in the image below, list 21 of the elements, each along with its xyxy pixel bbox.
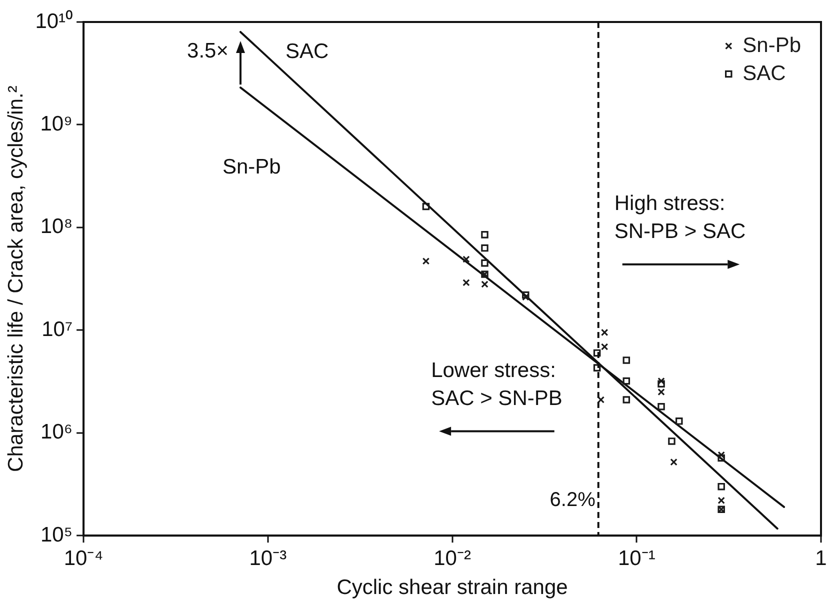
y-tick-label: 10⁶	[40, 420, 73, 444]
x-axis-title: Cyclic shear strain range	[336, 576, 568, 600]
legend-label: SAC	[742, 62, 786, 85]
legend-label: SAC	[285, 40, 329, 63]
ref-line-label: 6.2%	[550, 489, 596, 512]
x-tick-label: 10⁻²	[434, 546, 471, 570]
x-tick-label: 1	[815, 546, 827, 570]
x-tick-label: 10⁻⁴	[64, 546, 104, 570]
x-tick-label: 10⁻³	[249, 546, 287, 570]
series-label: Sn-Pb	[222, 155, 281, 178]
x-tick-label: 10⁻¹	[618, 546, 656, 570]
annotation: High stress: SN-PB > SAC	[614, 192, 746, 244]
legend-label: Sn-Pb	[742, 34, 802, 57]
y-tick-label: 10¹⁰	[35, 10, 73, 33]
annotation: 3.5×	[187, 40, 228, 63]
y-axis-title: Characteristic life / Crack area, cycles/in.²	[4, 86, 28, 472]
y-tick-label: 10⁹	[40, 112, 73, 136]
annotation: Lower stress: SAC > SN-PB	[431, 359, 562, 410]
y-tick-label: 10⁵	[40, 523, 73, 546]
y-tick-label: 10⁷	[42, 318, 73, 341]
y-tick-label: 10⁸	[40, 215, 73, 238]
